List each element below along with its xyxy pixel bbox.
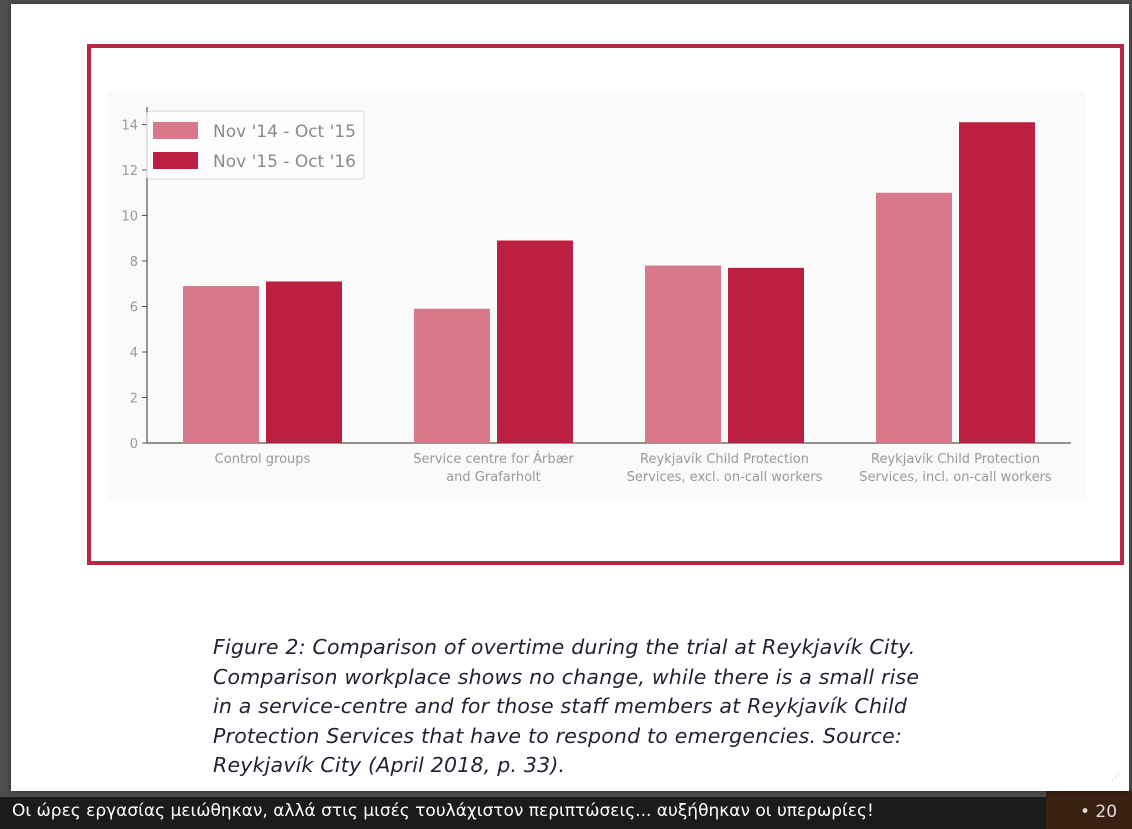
bar-series1 [645, 265, 721, 443]
legend: Nov '14 - Oct '15 Nov '15 - Oct '16 [146, 110, 365, 180]
bars [183, 122, 1035, 443]
bar-series2 [497, 240, 573, 443]
caption-line: in a service-centre and for those staff … [213, 694, 908, 718]
bar-series2 [266, 281, 342, 443]
legend-label-2: Nov '15 - Oct '16 [213, 152, 356, 172]
x-tick-label: Service centre for Árbær [413, 451, 574, 467]
caption-line: Reykjavík City (April 2018, p. 33). [213, 753, 566, 777]
y-tick-label: 0 [130, 437, 138, 452]
y-tick-label: 14 [121, 119, 138, 134]
bar-series1 [183, 286, 259, 443]
legend-swatch-2 [153, 152, 198, 169]
y-tick-label: 2 [130, 392, 138, 407]
legend-swatch-1 [153, 122, 198, 139]
video-subtitle: Οι ώρες εργασίας μειώθηκαν, αλλά στις μι… [12, 801, 874, 821]
bar-chart: 0 2 4 6 8 10 12 14 Control groups Service centre… [121, 107, 1071, 485]
caption-line: Protection Services that have to respond… [213, 723, 903, 748]
x-axis-labels: Control groups Service centre for Árbær an… [215, 451, 1052, 485]
bar-series2 [728, 267, 804, 443]
y-tick-label: 12 [121, 164, 138, 179]
bar-series1 [876, 192, 952, 443]
image-lightbox[interactable]: 0 2 4 6 8 10 12 14 Control groups Service centre… [11, 4, 1129, 791]
caption-line: Comparison workplace shows no change, wh… [213, 664, 920, 689]
legend-label-1: Nov '14 - Oct '15 [213, 122, 356, 142]
figure-caption: Figure 2: Comparison of overtime during … [213, 633, 973, 781]
legend-box [146, 110, 365, 180]
subtitle-bar [0, 797, 1046, 829]
y-tick-label: 8 [130, 255, 138, 270]
bar-series2 [959, 122, 1035, 443]
y-tick-label: 10 [121, 210, 138, 225]
caption-line: Figure 2: Comparison of overtime during … [213, 635, 916, 659]
x-tick-label: Reykjavík Child Protection [640, 452, 809, 467]
bar-series1 [414, 308, 490, 443]
resize-grip-icon[interactable]: ⋰ [1111, 773, 1120, 783]
x-tick-label: Control groups [215, 452, 311, 467]
y-tick-label: 6 [130, 301, 138, 316]
x-tick-label: Services, excl. on-call workers [627, 470, 823, 485]
x-tick-label: and Grafarholt [446, 470, 541, 485]
background-list-bullet: • 20 [1080, 802, 1118, 822]
x-tick-label: Services, incl. on-call workers [859, 470, 1052, 485]
y-tick-label: 4 [130, 346, 138, 361]
figure-frame [87, 44, 1124, 565]
x-tick-label: Reykjavík Child Protection [871, 452, 1040, 467]
